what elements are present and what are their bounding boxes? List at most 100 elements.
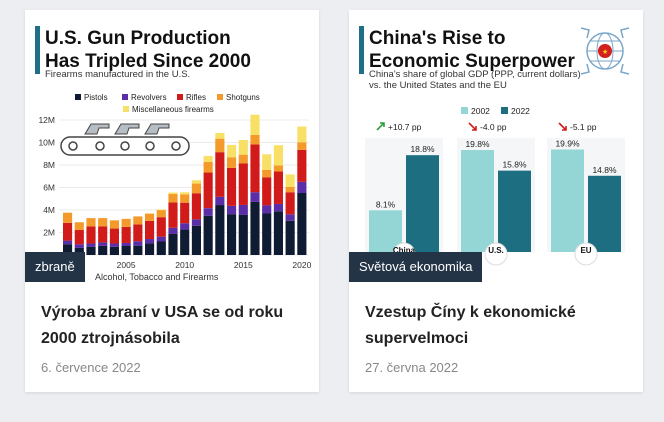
change-label: +10.7 pp xyxy=(388,122,422,132)
bar-segment xyxy=(168,202,178,228)
bar-segment xyxy=(145,239,155,244)
bar-segment xyxy=(180,202,190,224)
bar-segment xyxy=(156,241,166,255)
bar-segment xyxy=(121,242,131,246)
legend-swatch xyxy=(461,107,468,114)
bar-segment xyxy=(86,246,96,255)
bar-segment xyxy=(168,233,178,255)
legend-label: 2002 xyxy=(471,106,490,116)
bar-segment xyxy=(273,203,283,212)
bar-segment xyxy=(168,192,178,195)
y-tick-label: 8M xyxy=(43,160,55,170)
article-title[interactable]: Vzestup Číny k ekonomické supervelmoci xyxy=(365,304,576,347)
y-tick-label: 12M xyxy=(38,115,55,125)
bar-segment xyxy=(250,201,260,255)
bar xyxy=(369,210,402,252)
bar xyxy=(461,150,494,252)
bar-segment xyxy=(203,155,213,162)
y-tick-label: 10M xyxy=(38,138,55,148)
chart-bars: 8.1% 18.8% 19.8% 15.8% 19.9% 14.8% xyxy=(365,138,625,252)
bar-segment xyxy=(121,226,131,243)
bar-segment xyxy=(238,214,248,255)
category-badge[interactable]: Světová ekonomika xyxy=(349,252,483,282)
bar-segment xyxy=(156,210,166,218)
globe-arrows-icon: ★ xyxy=(580,27,630,75)
bar-segment xyxy=(156,209,166,211)
legend-swatch xyxy=(123,106,129,112)
article-card-china-rise[interactable]: China's Rise to Economic Superpower Chin… xyxy=(349,10,643,392)
card-thumbnail[interactable]: U.S. Gun Production Has Tripled Since 20… xyxy=(25,10,319,282)
bar-segment xyxy=(156,217,166,237)
bar-segment xyxy=(215,152,225,197)
bar-segment xyxy=(74,244,84,248)
bar-segment xyxy=(297,142,307,150)
bar-segment xyxy=(215,196,225,206)
change-arrow-up-icon xyxy=(376,122,385,131)
bar-segment xyxy=(63,212,73,223)
bar-segment xyxy=(86,226,96,244)
article-card-gun-production[interactable]: U.S. Gun Production Has Tripled Since 20… xyxy=(25,10,319,392)
bar-segment xyxy=(98,226,108,243)
category-label: China xyxy=(393,246,416,255)
bar-segment xyxy=(133,224,143,242)
card-thumbnail[interactable]: China's Rise to Economic Superpower Chin… xyxy=(349,10,643,282)
legend-label: Revolvers xyxy=(131,93,167,102)
bar-segment xyxy=(74,229,84,245)
bar-segment xyxy=(133,216,143,225)
change-label: -4.0 pp xyxy=(480,122,507,132)
bar-value-label: 15.8% xyxy=(502,160,527,170)
bar-segment xyxy=(191,183,201,194)
x-tick-label: 2010 xyxy=(175,260,194,270)
bar-segment xyxy=(250,114,260,135)
bar-segment xyxy=(133,245,143,255)
bar-segment xyxy=(273,211,283,255)
infographic-heading-line1: U.S. Gun Production xyxy=(45,28,231,49)
bar-segment xyxy=(285,186,295,193)
bar-segment xyxy=(250,134,260,145)
bar-segment xyxy=(297,149,307,182)
bar-segment xyxy=(227,205,237,215)
legend-label: Rifles xyxy=(186,93,206,102)
bar-segment xyxy=(273,145,283,166)
bar-segment xyxy=(145,220,155,240)
china-gdp-infographic: China's Rise to Economic Superpower Chin… xyxy=(359,26,630,266)
bar-segment xyxy=(74,222,84,230)
legend-label: Pistols xyxy=(84,93,108,102)
gun-production-infographic: U.S. Gun Production Has Tripled Since 20… xyxy=(35,26,312,282)
article-title[interactable]: Výroba zbraní v USA se od roku 2000 ztro… xyxy=(41,304,284,347)
category-label: U.S. xyxy=(488,246,504,255)
bar-segment xyxy=(203,208,213,216)
bar-segment xyxy=(238,140,248,155)
legend-label: Miscellaneous firearms xyxy=(132,105,214,114)
chart-bars xyxy=(63,114,307,255)
bar-segment xyxy=(191,219,201,226)
bar-segment xyxy=(285,220,295,255)
infographic-subtitle-line1: China's share of global GDP (PPP, curren… xyxy=(369,69,581,80)
bar-segment xyxy=(262,205,272,214)
y-tick-label: 6M xyxy=(43,183,55,193)
bar-segment xyxy=(273,171,283,204)
bar-segment xyxy=(109,228,119,244)
category-label: EU xyxy=(580,246,591,255)
bar-segment xyxy=(109,243,119,247)
y-tick-label: 4M xyxy=(43,205,55,215)
chart-legend: 2002 2022 xyxy=(461,106,530,116)
bar-segment xyxy=(109,246,119,255)
bar-segment xyxy=(297,126,307,143)
bar-segment xyxy=(203,172,213,209)
bar-value-label: 18.8% xyxy=(410,144,435,154)
legend-swatch xyxy=(122,94,128,100)
category-badge[interactable]: zbraně xyxy=(25,252,85,282)
bar xyxy=(406,155,439,252)
bar xyxy=(498,170,531,252)
bar-segment xyxy=(98,242,108,246)
bar-segment xyxy=(285,192,295,215)
bar-segment xyxy=(98,218,108,227)
bar-segment xyxy=(180,223,190,230)
bar-segment xyxy=(191,180,201,184)
bar-value-label: 19.8% xyxy=(465,139,490,149)
bar-segment xyxy=(191,193,201,220)
legend-swatch xyxy=(501,107,508,114)
article-date: 27. června 2022 xyxy=(365,360,459,375)
